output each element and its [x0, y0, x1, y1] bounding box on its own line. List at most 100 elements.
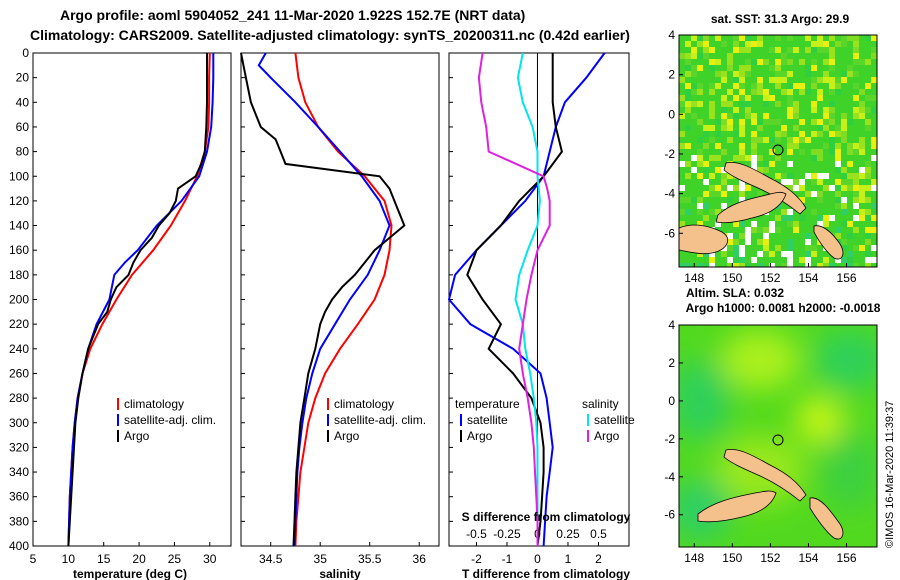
sst-cell — [757, 41, 763, 47]
sst-cell — [859, 197, 865, 203]
sst-cell — [853, 185, 859, 191]
sst-cell — [865, 197, 871, 203]
sst-cell — [757, 125, 763, 131]
sst-cell — [715, 221, 721, 227]
sst-cell — [751, 131, 757, 137]
sst-cell — [739, 47, 745, 53]
sst-cell — [721, 173, 727, 179]
sst-cell — [811, 191, 817, 197]
sst-cell — [703, 167, 709, 173]
sst-cell — [727, 257, 733, 263]
sst-cell — [727, 59, 733, 65]
sst-cell — [865, 95, 871, 101]
sst-cell — [703, 53, 709, 59]
series-satellite-adj-clim- — [67, 53, 215, 547]
sst-cell — [727, 65, 733, 71]
sst-cell — [691, 167, 697, 173]
map-x-tick-label: 152 — [760, 271, 780, 285]
sst-cell — [859, 173, 865, 179]
sst-cell — [727, 119, 733, 125]
legend-salinity-title: salinity — [582, 397, 619, 411]
sst-cell — [709, 107, 715, 113]
sst-cell — [847, 119, 853, 125]
sst-cell — [841, 185, 847, 191]
sst-cell — [787, 137, 793, 143]
sst-cell — [733, 263, 739, 267]
sst-cell — [847, 257, 853, 263]
sst-cell — [733, 113, 739, 119]
sst-cell — [769, 47, 775, 53]
sst-cell — [787, 245, 793, 251]
sst-cell — [703, 263, 709, 267]
sst-cell — [745, 65, 751, 71]
sst-cell — [871, 77, 877, 83]
map-y-tick-label: 2 — [668, 356, 675, 370]
legend-t-argo: Argo — [467, 429, 493, 443]
sla-map-axes: 148 150 152 154 156 4 2 0 -2 -4 -6 — [664, 318, 857, 565]
sst-cell — [709, 47, 715, 53]
sst-cell — [865, 209, 871, 215]
sst-cell — [847, 71, 853, 77]
sst-cell — [727, 263, 733, 267]
sst-cell — [823, 263, 829, 267]
sst-cell — [853, 179, 859, 185]
sst-cell — [685, 59, 691, 65]
sst-cell — [811, 83, 817, 89]
sst-cell — [811, 131, 817, 137]
sst-cell — [679, 113, 685, 119]
sst-cell — [841, 77, 847, 83]
sst-cell — [703, 215, 709, 221]
sst-cell — [847, 149, 853, 155]
sst-cell — [691, 197, 697, 203]
sst-cell — [703, 161, 709, 167]
sst-cell — [679, 197, 685, 203]
sst-cell — [745, 95, 751, 101]
sst-cell — [697, 53, 703, 59]
sst-cell — [853, 245, 859, 251]
sst-cell — [685, 197, 691, 203]
sst-cell — [871, 215, 877, 221]
sst-cell — [721, 71, 727, 77]
sst-cell — [679, 161, 685, 167]
sst-cell — [709, 263, 715, 267]
sst-cell — [721, 119, 727, 125]
sst-cell — [685, 95, 691, 101]
sst-cell — [781, 209, 787, 215]
sst-cell — [829, 149, 835, 155]
sst-cell — [775, 101, 781, 107]
title-line-1: Argo profile: aoml 5904052_241 11-Mar-20… — [60, 7, 525, 23]
sst-cell — [769, 77, 775, 83]
sst-cell — [751, 143, 757, 149]
title-line-2: Climatology: CARS2009. Satellite-adjuste… — [30, 27, 630, 43]
sst-cell — [865, 257, 871, 263]
sst-cell — [817, 125, 823, 131]
sla-land-bougainville — [809, 497, 844, 540]
sst-cell — [835, 149, 841, 155]
sst-cell — [697, 89, 703, 95]
sst-cell — [769, 137, 775, 143]
sst-cell — [823, 221, 829, 227]
sst-cell — [679, 209, 685, 215]
sst-cell — [865, 251, 871, 257]
sst-cell — [823, 47, 829, 53]
sst-cell — [871, 227, 877, 233]
depth-tick-label: 240 — [9, 342, 29, 356]
sst-cell — [817, 221, 823, 227]
sst-cell — [709, 137, 715, 143]
sst-cell — [691, 83, 697, 89]
sst-cell — [763, 119, 769, 125]
sst-cell — [733, 257, 739, 263]
map-x-tick-label: 150 — [722, 551, 742, 565]
imos-credit: ©IMOS 16-Mar-2020 11:39:37 — [884, 401, 896, 548]
sst-cell — [697, 119, 703, 125]
sst-cell — [853, 47, 859, 53]
sst-cell — [763, 89, 769, 95]
sst-cell — [685, 161, 691, 167]
depth-tick-label: 160 — [9, 243, 29, 257]
sst-cell — [841, 209, 847, 215]
sst-cell — [823, 77, 829, 83]
sst-cell — [703, 47, 709, 53]
sst-cell — [733, 245, 739, 251]
sst-cell — [865, 233, 871, 239]
sst-cell — [775, 215, 781, 221]
